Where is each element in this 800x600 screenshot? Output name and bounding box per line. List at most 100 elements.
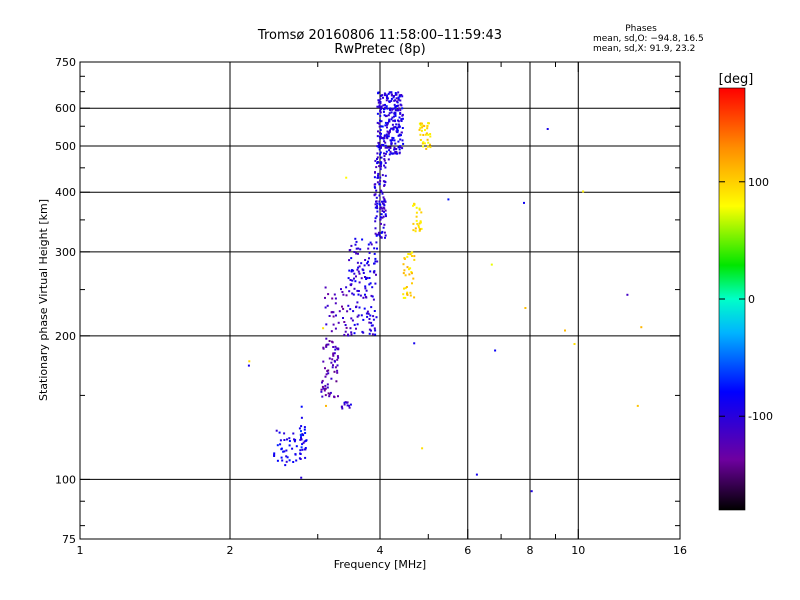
echo-point bbox=[351, 269, 353, 272]
echo-point bbox=[422, 141, 425, 144]
echo-point bbox=[332, 352, 335, 355]
echo-point bbox=[350, 317, 353, 320]
echo-point bbox=[421, 126, 424, 129]
echo-point bbox=[394, 142, 397, 145]
echo-point bbox=[326, 386, 329, 389]
echo-point bbox=[401, 107, 404, 110]
echo-point bbox=[377, 92, 379, 95]
echo-point bbox=[380, 120, 383, 123]
echo-point bbox=[401, 147, 404, 150]
echo-point bbox=[348, 259, 351, 262]
echo-point bbox=[359, 248, 362, 251]
echo-point bbox=[376, 158, 378, 160]
echo-point bbox=[327, 372, 330, 375]
echo-point bbox=[279, 439, 282, 442]
plot-frame bbox=[79, 61, 681, 540]
echo-point bbox=[376, 121, 379, 124]
echo-point bbox=[392, 128, 395, 131]
echo-point bbox=[363, 264, 366, 267]
echo-point bbox=[276, 444, 279, 447]
echo-point bbox=[300, 446, 303, 449]
echo-point bbox=[304, 456, 307, 459]
echo-point bbox=[366, 315, 369, 318]
echo-point bbox=[383, 159, 386, 162]
echo-point bbox=[347, 304, 350, 307]
echo-point bbox=[280, 456, 283, 459]
echo-point bbox=[350, 333, 353, 336]
echo-point bbox=[353, 272, 356, 275]
echo-point bbox=[365, 278, 368, 280]
echo-point bbox=[404, 287, 407, 290]
echo-point bbox=[300, 434, 302, 437]
echo-point bbox=[395, 93, 398, 96]
echo-point bbox=[391, 108, 394, 111]
echo-point bbox=[368, 257, 370, 260]
echo-point bbox=[394, 109, 397, 111]
echo-point bbox=[378, 165, 381, 168]
echo-point bbox=[293, 438, 295, 441]
echo-point bbox=[376, 181, 379, 184]
echo-point bbox=[411, 272, 413, 275]
echo-point bbox=[374, 333, 377, 336]
echo-point bbox=[373, 252, 376, 255]
echo-point bbox=[399, 138, 402, 141]
echo-point bbox=[426, 127, 429, 130]
echo-point bbox=[375, 200, 378, 203]
echo-point bbox=[530, 490, 533, 493]
echo-point bbox=[299, 433, 302, 436]
echo-point bbox=[378, 200, 381, 203]
echo-point bbox=[376, 156, 379, 159]
echo-point bbox=[380, 161, 383, 164]
echo-point bbox=[300, 476, 303, 479]
echo-point bbox=[376, 145, 379, 148]
echo-point bbox=[396, 129, 399, 132]
echo-point bbox=[344, 330, 347, 333]
echo-point bbox=[378, 100, 381, 102]
echo-point bbox=[380, 213, 383, 216]
echo-point bbox=[324, 286, 327, 289]
echo-point bbox=[371, 286, 374, 289]
chart-title: Tromsø 20160806 11:58:00–11:59:43 bbox=[257, 28, 502, 43]
echo-point bbox=[349, 308, 352, 311]
echo-point bbox=[383, 164, 386, 167]
echo-point bbox=[368, 321, 371, 324]
echo-point bbox=[326, 383, 329, 386]
echo-point bbox=[406, 255, 409, 258]
echo-point bbox=[348, 269, 351, 272]
echo-point bbox=[303, 426, 306, 429]
echo-point bbox=[406, 293, 409, 296]
echo-point bbox=[380, 144, 383, 147]
echo-point bbox=[384, 124, 387, 127]
echo-point bbox=[360, 277, 363, 280]
echo-point bbox=[376, 112, 379, 115]
echo-point bbox=[384, 141, 387, 144]
echo-point bbox=[335, 314, 337, 317]
echo-point bbox=[353, 251, 356, 253]
echo-point bbox=[337, 395, 339, 398]
echo-point bbox=[394, 152, 397, 155]
echo-point bbox=[374, 217, 377, 220]
echo-point bbox=[302, 441, 305, 444]
echo-point bbox=[324, 387, 327, 390]
echo-point bbox=[390, 91, 393, 94]
echo-point bbox=[334, 297, 337, 300]
echo-point bbox=[370, 306, 373, 309]
echo-point bbox=[377, 174, 379, 177]
echo-point bbox=[389, 107, 392, 110]
echo-point bbox=[407, 253, 410, 255]
echo-point bbox=[288, 444, 291, 447]
echo-point bbox=[412, 222, 415, 225]
echo-point bbox=[301, 443, 304, 446]
echo-point bbox=[374, 203, 377, 206]
echo-point bbox=[357, 270, 360, 273]
echo-point bbox=[375, 196, 378, 199]
echo-point bbox=[383, 155, 386, 157]
echo-point bbox=[374, 227, 377, 230]
x-tick-label: 16 bbox=[673, 544, 687, 557]
echo-point bbox=[374, 282, 377, 285]
echo-point bbox=[377, 161, 380, 164]
echo-point bbox=[321, 385, 324, 388]
echo-point bbox=[328, 395, 331, 398]
echo-point bbox=[398, 152, 401, 155]
echo-point bbox=[374, 220, 377, 223]
